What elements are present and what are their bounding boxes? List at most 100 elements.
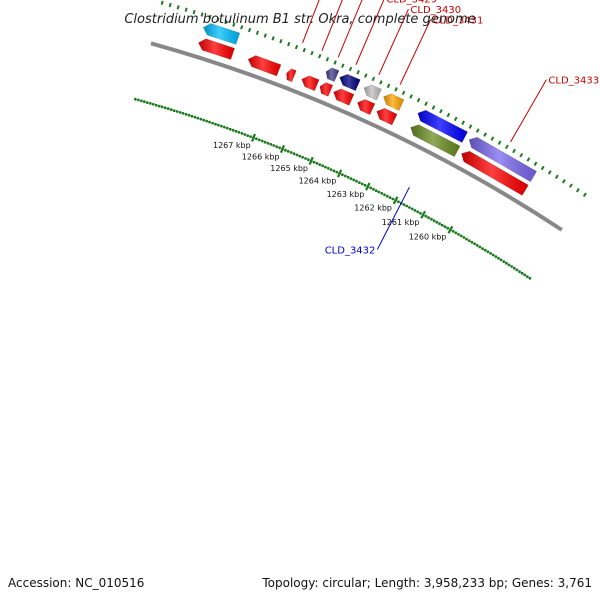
scale-dot <box>211 121 215 125</box>
minor-tick-mark <box>439 108 443 114</box>
scale-dot <box>440 223 444 227</box>
cld-3432-label[interactable]: CLD_3432 <box>325 245 376 256</box>
scale-dot <box>275 145 279 149</box>
minor-tick-mark <box>271 36 275 41</box>
scale-dot <box>402 203 406 207</box>
minor-tick-mark <box>240 25 244 30</box>
minor-tick-mark <box>519 152 524 158</box>
minor-tick-mark <box>216 17 220 22</box>
scale-dot <box>443 225 447 229</box>
scale-dot <box>172 109 176 112</box>
minor-tick-mark <box>386 83 391 89</box>
minor-tick-mark <box>247 27 252 33</box>
scale-dot <box>157 104 161 108</box>
scale-dot <box>473 242 476 246</box>
minor-tick-mark <box>255 30 260 35</box>
scale-dot <box>525 275 529 278</box>
cld-3429-label[interactable]: CLD_3429 <box>386 0 437 6</box>
cld-3431-feature-arrow-shading <box>383 93 404 111</box>
minor-tick-mark <box>294 44 299 50</box>
cld-3425-cds-arrow-shading <box>248 55 281 76</box>
scale-dot <box>184 112 188 116</box>
scale-tick-label: 1266 kbp <box>242 152 280 161</box>
scale-dot <box>465 237 468 241</box>
scale-tick-mark <box>392 196 399 205</box>
scale-dot <box>377 190 381 194</box>
scale-dot <box>408 206 411 209</box>
scale-dot <box>169 108 173 111</box>
scale-dot <box>304 157 307 160</box>
scale-dot <box>435 220 439 224</box>
minor-tick-mark <box>526 157 531 162</box>
cld-3431-label[interactable]: CLD_3431 <box>433 15 484 26</box>
scale-dot <box>295 153 299 157</box>
scale-dot <box>142 100 146 104</box>
scale-dot <box>255 137 258 141</box>
scale-tick-mark <box>365 182 371 191</box>
scale-dot <box>388 196 392 200</box>
cld-3433-label[interactable]: CLD_3433 <box>548 76 599 87</box>
cld-3429-feature-arrow-shading <box>339 74 361 91</box>
scale-dot <box>318 163 322 167</box>
scale-tick-label: 1262 kbp <box>354 204 392 213</box>
topology-text: Topology: circular; Length: 3,958,233 bp… <box>261 576 592 590</box>
scale-dot <box>427 216 430 220</box>
scale-dot <box>321 164 324 168</box>
scale-dot <box>196 116 200 120</box>
cld-3430-leader-line <box>378 8 409 76</box>
minor-tick-mark <box>184 7 188 12</box>
scale-dot <box>306 158 310 162</box>
minor-tick-mark <box>547 170 552 175</box>
minor-tick-mark <box>176 5 180 10</box>
scale-dot <box>205 119 209 123</box>
scale-dot <box>355 179 358 183</box>
scale-dot <box>217 123 220 127</box>
cld-3430-label[interactable]: CLD_3430 <box>410 5 461 16</box>
scale-dot <box>134 97 137 101</box>
scale-dot <box>301 155 304 159</box>
scale-dot <box>190 114 194 118</box>
minor-tick-mark <box>287 41 291 47</box>
minor-tick-mark <box>497 140 502 145</box>
minor-tick-mark <box>379 80 383 85</box>
scale-dot <box>505 261 508 265</box>
scale-dot <box>292 152 296 156</box>
cld-3426-leader-line <box>302 0 320 44</box>
scale-dot <box>222 125 226 129</box>
scale-dot <box>315 161 319 165</box>
scale-tick-mark <box>447 225 454 234</box>
scale-dot <box>483 248 487 252</box>
cld-3432-feature-arrow-shading <box>417 110 468 143</box>
minor-tick-mark <box>468 124 473 129</box>
minor-tick-mark <box>431 105 436 110</box>
cld-3431-cds-arrow-shading <box>376 108 398 125</box>
cld-3424-feature-arrow-shading <box>203 23 240 45</box>
scale-dot <box>249 135 253 139</box>
minor-tick-mark <box>582 192 587 197</box>
minor-tick-mark <box>504 144 509 150</box>
minor-tick-mark <box>302 47 306 53</box>
scale-dot <box>175 110 179 113</box>
minor-tick-mark <box>446 112 451 118</box>
scale-dot <box>349 177 353 181</box>
cld-3428-leader-line <box>337 0 363 58</box>
scale-dot <box>380 192 384 195</box>
scale-dot <box>237 130 241 134</box>
scale-dot <box>263 140 267 144</box>
scale-dot <box>278 146 281 150</box>
cld-3427-leader-line <box>321 0 343 51</box>
scale-dot <box>494 255 498 258</box>
cld-3432-leader-line <box>376 186 410 250</box>
cld-3433-cds-arrow-shading <box>461 151 529 196</box>
minor-tick-mark <box>409 94 413 99</box>
minor-tick-mark <box>232 22 236 27</box>
scale-dot <box>160 105 164 109</box>
scale-dot <box>419 211 422 215</box>
scale-dot <box>246 134 250 138</box>
scale-dot <box>166 107 170 111</box>
minor-tick-mark <box>424 101 428 107</box>
scale-ticks: 1260 kbp 1261 kbp 1262 kbp 1263 kbp 1264 kbp… <box>213 133 454 242</box>
scale-tick-mark <box>308 156 314 166</box>
scale-dot <box>459 234 463 238</box>
minor-tick-mark <box>325 57 330 62</box>
